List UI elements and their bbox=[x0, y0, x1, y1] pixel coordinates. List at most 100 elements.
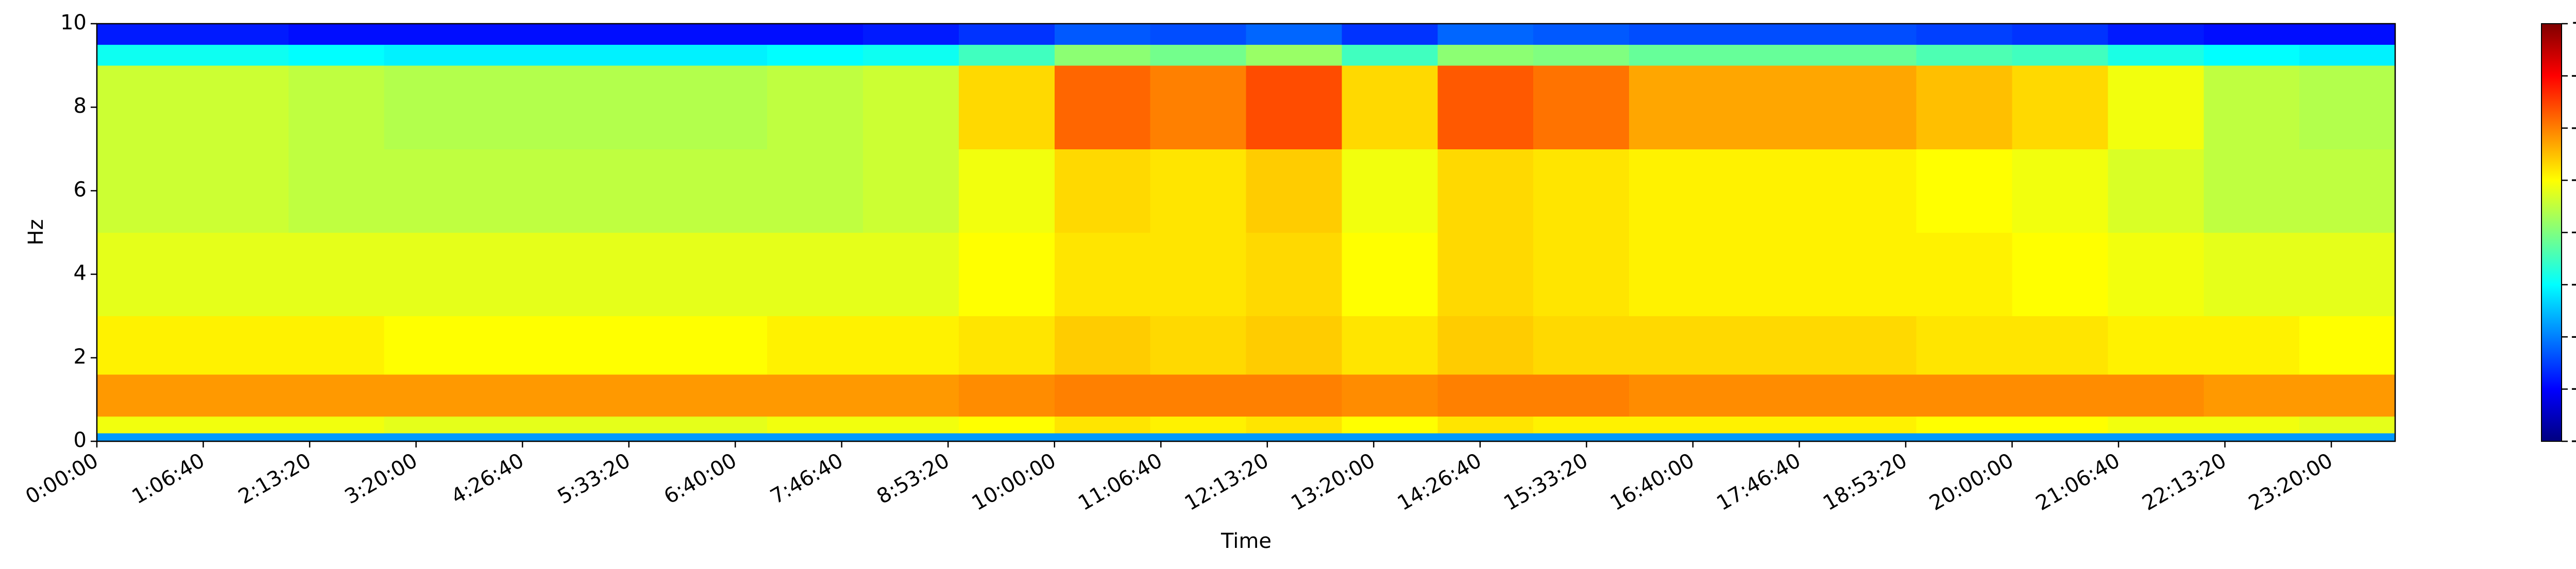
y-tick-label: 10 bbox=[60, 11, 87, 35]
cell bbox=[97, 316, 193, 375]
cell bbox=[2108, 149, 2204, 233]
cell bbox=[97, 149, 193, 233]
y-tick-label: 0 bbox=[74, 428, 87, 452]
cell bbox=[1820, 44, 1917, 66]
cell bbox=[2204, 44, 2300, 66]
x-tick-label: 1:06:40 bbox=[128, 449, 209, 509]
cell bbox=[2299, 416, 2396, 434]
cell bbox=[671, 316, 768, 375]
cell bbox=[480, 65, 576, 149]
cell bbox=[1820, 232, 1917, 317]
cell bbox=[1054, 416, 1151, 434]
cell bbox=[1724, 374, 1821, 417]
cell bbox=[671, 374, 768, 417]
cell bbox=[480, 232, 576, 317]
cell bbox=[1150, 416, 1246, 434]
cell bbox=[480, 149, 576, 233]
cell bbox=[1916, 44, 2012, 66]
cell bbox=[192, 316, 289, 375]
cell bbox=[671, 44, 768, 66]
cell bbox=[2204, 374, 2300, 417]
cell bbox=[2204, 316, 2300, 375]
cell bbox=[1533, 316, 1630, 375]
cell bbox=[958, 24, 1055, 45]
cell bbox=[1533, 65, 1630, 149]
cell bbox=[767, 232, 863, 317]
cell bbox=[1724, 232, 1821, 317]
colorbar-tick-label: -70 dB bbox=[2571, 376, 2576, 400]
y-tick-label: 6 bbox=[74, 178, 87, 201]
cell bbox=[1342, 374, 1438, 417]
cell bbox=[1629, 24, 1725, 45]
cell bbox=[192, 65, 289, 149]
cell bbox=[2012, 149, 2108, 233]
x-tick-label: 16:40:00 bbox=[1606, 449, 1699, 515]
y-tick-label: 2 bbox=[74, 345, 87, 369]
cell bbox=[2299, 232, 2396, 317]
cell bbox=[1724, 65, 1821, 149]
cell bbox=[671, 416, 768, 434]
cell bbox=[1629, 44, 1725, 66]
cell bbox=[2108, 374, 2204, 417]
cell bbox=[1916, 232, 2012, 317]
cell bbox=[2108, 232, 2204, 317]
cell bbox=[575, 416, 672, 434]
cell bbox=[2012, 416, 2108, 434]
cell bbox=[1916, 316, 2012, 375]
cell bbox=[192, 416, 289, 434]
cell bbox=[575, 232, 672, 317]
cell bbox=[288, 316, 385, 375]
cell bbox=[1533, 232, 1630, 317]
cell bbox=[1533, 374, 1630, 417]
colorbar-tick-label: -50 dB bbox=[2571, 272, 2576, 296]
cell bbox=[958, 374, 1055, 417]
cell bbox=[1820, 433, 1917, 442]
cell bbox=[2108, 24, 2204, 45]
cell bbox=[1246, 232, 1342, 317]
cell bbox=[1820, 374, 1917, 417]
cell bbox=[767, 316, 863, 375]
cell bbox=[1916, 433, 2012, 442]
cell bbox=[1629, 232, 1725, 317]
cell bbox=[288, 374, 385, 417]
cell bbox=[1246, 149, 1342, 233]
cell bbox=[1054, 24, 1151, 45]
cell bbox=[767, 416, 863, 434]
x-tick-label: 21:06:40 bbox=[2032, 449, 2124, 515]
cell bbox=[1533, 433, 1630, 442]
cell bbox=[2299, 44, 2396, 66]
cell bbox=[1054, 232, 1151, 317]
cell bbox=[1054, 149, 1151, 233]
colorbar-tick-label: -80 dB bbox=[2571, 428, 2576, 452]
x-tick-label: 12:13:20 bbox=[1181, 449, 1273, 515]
colorbar-tick-label: -20 dB bbox=[2571, 115, 2576, 139]
cell bbox=[2012, 44, 2108, 66]
cell bbox=[1724, 24, 1821, 45]
x-axis-label: Time bbox=[1221, 529, 1272, 553]
cell bbox=[288, 232, 385, 317]
cell bbox=[1916, 374, 2012, 417]
cell bbox=[2299, 374, 2396, 417]
cell bbox=[2108, 65, 2204, 149]
cell bbox=[2012, 374, 2108, 417]
cell bbox=[480, 24, 576, 45]
plot-frame bbox=[96, 23, 2396, 442]
cell bbox=[1533, 416, 1630, 434]
cell bbox=[2299, 433, 2396, 442]
cell bbox=[2204, 416, 2300, 434]
cell bbox=[97, 374, 193, 417]
cell bbox=[671, 149, 768, 233]
x-tick-label: 4:26:40 bbox=[447, 449, 528, 509]
cell bbox=[384, 24, 480, 45]
cell bbox=[2299, 149, 2396, 233]
cell bbox=[1246, 374, 1342, 417]
cell bbox=[1437, 44, 1534, 66]
cell bbox=[767, 24, 863, 45]
cell bbox=[1342, 65, 1438, 149]
cell bbox=[958, 433, 1055, 442]
cell bbox=[97, 44, 193, 66]
cell bbox=[1629, 416, 1725, 434]
x-tick-label: 15:33:20 bbox=[1500, 449, 1592, 515]
cell bbox=[192, 24, 289, 45]
cell bbox=[2012, 433, 2108, 442]
